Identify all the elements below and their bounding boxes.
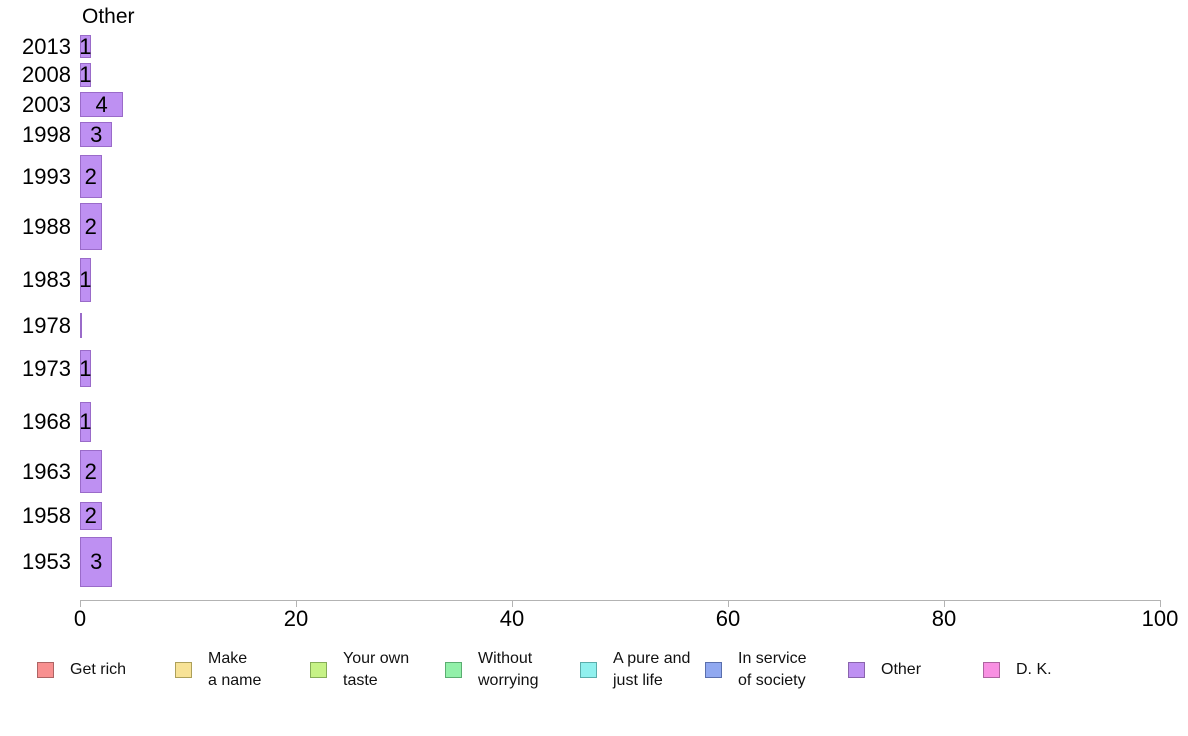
legend-item-a-pure-and-just-life: A pure and just life (580, 648, 690, 692)
bar-1988: 2 (80, 203, 102, 250)
y-axis-label-1968: 1968 (22, 409, 71, 434)
bar-1953: 3 (80, 537, 113, 587)
legend-label: A pure and just life (613, 648, 690, 692)
legend-item-other: Other (848, 648, 921, 692)
y-axis-label-1958: 1958 (22, 503, 71, 528)
legend-item-in-service-of-society: In service of society (705, 648, 806, 692)
bar-value-label: 2 (84, 163, 97, 189)
legend-item-your-own-taste: Your own taste (310, 648, 409, 692)
chart-title: Other (82, 5, 135, 28)
legend-swatch-in-service-of-society (705, 662, 722, 678)
legend-swatch-make-a-name (175, 662, 192, 678)
legend-label-line: of society (738, 672, 806, 689)
legend-label-line: D. K. (1016, 661, 1052, 678)
bar-1958: 2 (80, 502, 102, 530)
legend-item-make-a-name: Make a name (175, 648, 261, 692)
y-axis-label-1963: 1963 (22, 458, 71, 484)
bar-value-label: 1 (79, 355, 92, 381)
bar-1998: 3 (80, 121, 113, 147)
bar-2003: 4 (80, 91, 124, 117)
y-axis-label-1993: 1993 (22, 163, 71, 189)
bar-1993: 2 (80, 155, 102, 198)
bar-2013: 1 (79, 33, 92, 59)
legend-label: Other (881, 659, 921, 681)
y-axis-label-1998: 1998 (22, 121, 71, 147)
x-axis-tick (296, 600, 297, 607)
legend-swatch-d-k (983, 662, 1000, 678)
legend-label-line: A pure and (613, 650, 691, 667)
legend-swatch-other (848, 662, 865, 678)
x-axis-tick (512, 600, 513, 607)
x-axis-tick (728, 600, 729, 607)
y-axis-label-1983: 1983 (22, 267, 71, 292)
y-axis-label-1988: 1988 (22, 213, 71, 239)
x-axis-line (80, 600, 1161, 601)
y-axis-label-2008: 2008 (22, 62, 71, 87)
x-axis-tick (944, 600, 945, 607)
bar-value-label: 1 (79, 409, 92, 434)
legend-label-line: Other (881, 661, 922, 678)
bar-2008: 1 (79, 62, 92, 87)
bar-value-label: 1 (79, 33, 92, 59)
x-axis-tick-label: 60 (715, 606, 741, 631)
bar-value-label: 2 (84, 503, 97, 528)
bar-1968: 1 (79, 402, 92, 442)
y-axis-label-2003: 2003 (22, 91, 71, 117)
legend-item-without-worrying: Without worrying (445, 648, 538, 692)
legend-swatch-get-rich (37, 662, 54, 678)
bar-value-label: 1 (79, 62, 92, 87)
y-axis-label-1973: 1973 (22, 355, 71, 381)
legend-label-line: taste (343, 672, 378, 689)
legend-label: D. K. (1016, 659, 1052, 681)
legend-label: Without worrying (478, 648, 538, 692)
legend-label-line: Get rich (70, 661, 127, 678)
bar-value-label: 2 (84, 213, 97, 239)
legend-label-line: Your own (343, 650, 410, 667)
bar-1983: 1 (79, 258, 92, 302)
x-axis-tick-label: 20 (283, 606, 309, 631)
legend-label-line: a name (208, 672, 262, 689)
x-axis-tick (80, 600, 81, 607)
legend-label-line: In service (738, 650, 807, 667)
legend-swatch-without-worrying (445, 662, 462, 678)
y-axis-label-1978: 1978 (22, 312, 71, 338)
x-axis-tick-label: 80 (931, 606, 957, 631)
bar-1978 (80, 313, 82, 338)
legend-label-line: just life (613, 672, 663, 689)
legend-label-line: worrying (478, 672, 539, 689)
bar-value-label: 2 (84, 458, 97, 484)
bar-1973: 1 (79, 350, 92, 387)
legend-label-line: Make (208, 650, 248, 667)
y-axis-label-2013: 2013 (22, 33, 71, 59)
legend-label: In service of society (738, 648, 806, 692)
legend-label: Make a name (208, 648, 261, 692)
legend-label: Get rich (70, 659, 126, 681)
bar-value-label: 3 (90, 549, 103, 574)
y-axis-label-1953: 1953 (22, 549, 71, 574)
x-axis-tick-label: 0 (73, 606, 87, 631)
legend-label-line: Without (478, 650, 533, 667)
x-axis-tick (1160, 600, 1161, 607)
bar-value-label: 4 (95, 91, 108, 117)
x-axis-tick-label: 100 (1141, 606, 1179, 631)
bar-value-label: 1 (79, 267, 92, 292)
legend-item-d-k: D. K. (983, 648, 1052, 692)
legend-swatch-a-pure-and-just-life (580, 662, 597, 678)
bar-1963: 2 (80, 450, 102, 493)
legend-item-get-rich: Get rich (37, 648, 126, 692)
bar-value-label: 3 (90, 121, 103, 147)
legend-label: Your own taste (343, 648, 409, 692)
x-axis-tick-label: 40 (499, 606, 525, 631)
legend-swatch-your-own-taste (310, 662, 327, 678)
